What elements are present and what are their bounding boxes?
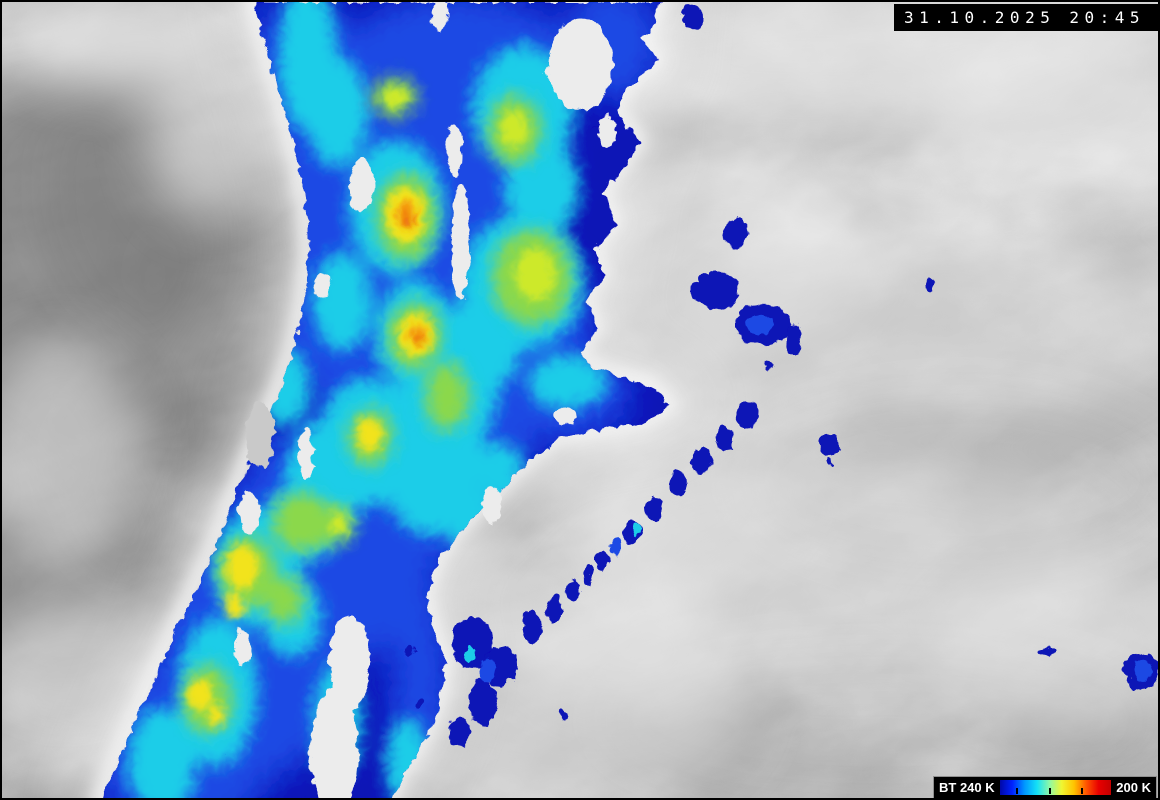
colorbar-tick <box>1016 788 1019 794</box>
timestamp-date: 31.10.2025 <box>904 8 1056 27</box>
timestamp-overlay: 31.10.2025 20:45 <box>894 4 1158 31</box>
colorbar-tick <box>1081 788 1084 794</box>
colorbar-gradient <box>999 780 1112 795</box>
colorbar-legend: BT 240 K 200 K <box>933 776 1157 799</box>
legend-max-label: 200 K <box>1116 780 1151 795</box>
colorbar-tick <box>1048 788 1051 794</box>
warm-gaps <box>231 0 613 800</box>
timestamp-time: 20:45 <box>1069 8 1145 27</box>
legend-min-label: BT 240 K <box>939 780 995 795</box>
scattered-cold-patches <box>405 2 1156 745</box>
